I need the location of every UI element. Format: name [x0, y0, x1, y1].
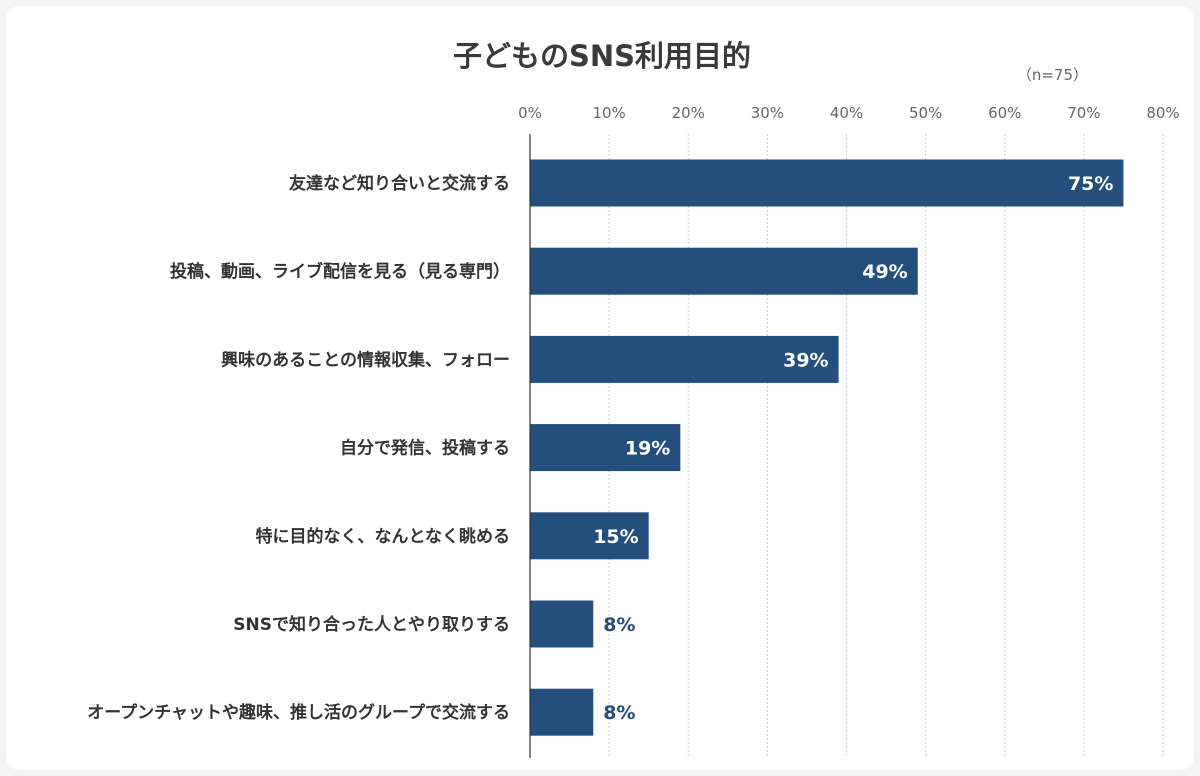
category-label: オープンチャットや趣味、推し活のグループで交流する	[87, 702, 510, 723]
value-label: 75%	[1068, 173, 1113, 195]
chart-title: 子どものSNS利用目的	[453, 39, 751, 73]
x-tick-label: 80%	[1146, 104, 1179, 122]
x-tick-label: 0%	[518, 104, 542, 122]
x-tick-label: 10%	[592, 104, 625, 122]
category-label: SNSで知り合った人とやり取りする	[233, 614, 510, 635]
category-label: 友達など知り合いと交流する	[289, 173, 510, 194]
chart-card: 子どものSNS利用目的 （n=75） 0% 10% 20% 30% 40% 50% 60% 7…	[6, 6, 1194, 770]
value-label: 19%	[625, 438, 670, 460]
value-labels: 75% 49% 39% 19% 15% 8% 8%	[593, 173, 1113, 724]
value-label: 8%	[603, 614, 635, 636]
bar	[530, 688, 594, 736]
x-tick-label: 50%	[909, 104, 942, 122]
x-tick-label: 30%	[751, 104, 784, 122]
x-tick-label: 60%	[988, 104, 1021, 122]
x-axis-ticks: 0% 10% 20% 30% 40% 50% 60% 70% 80%	[518, 104, 1180, 122]
category-label: 興味のあることの情報収集、フォロー	[221, 349, 510, 370]
x-tick-label: 20%	[672, 104, 705, 122]
sample-size-note: （n=75）	[1017, 66, 1088, 84]
value-label: 39%	[783, 349, 828, 371]
value-label: 15%	[593, 526, 638, 548]
category-label: 自分で発信、投稿する	[340, 438, 510, 459]
bar	[530, 247, 918, 295]
x-tick-label: 70%	[1067, 104, 1100, 122]
bar	[530, 159, 1124, 207]
bar	[530, 424, 681, 472]
value-label: 8%	[603, 702, 635, 724]
bars	[530, 159, 1124, 736]
value-label: 49%	[862, 261, 907, 283]
bar	[530, 600, 594, 648]
category-label: 投稿、動画、ライブ配信を見る（見る専門）	[170, 261, 510, 282]
bar	[530, 335, 839, 383]
bar	[530, 512, 649, 560]
category-label: 特に目的なく、なんとなく眺める	[256, 526, 511, 547]
grid-lines	[608, 134, 1164, 758]
x-tick-label: 40%	[830, 104, 863, 122]
bar-chart: 子どものSNS利用目的 （n=75） 0% 10% 20% 30% 40% 50% 60% 7…	[87, 39, 1180, 758]
